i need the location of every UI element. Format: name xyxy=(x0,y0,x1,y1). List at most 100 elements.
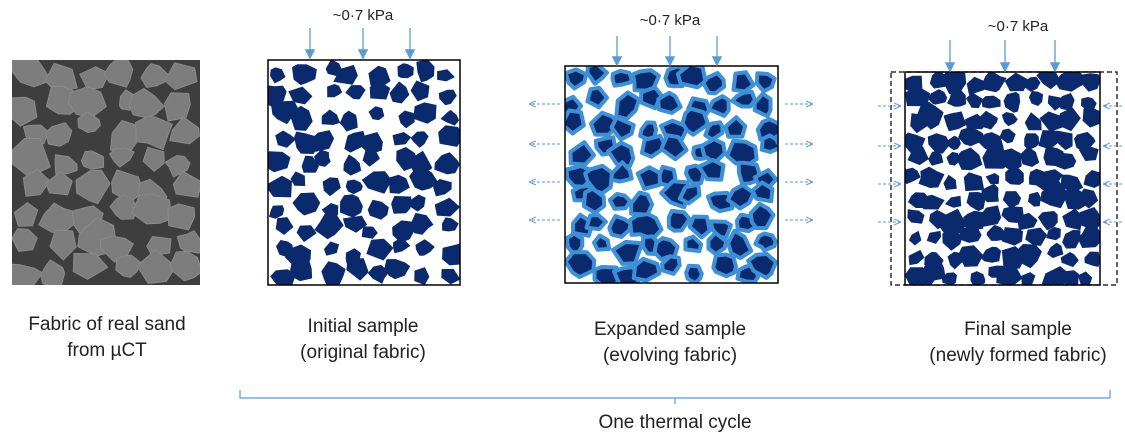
grain xyxy=(1005,167,1024,185)
grain xyxy=(142,146,165,172)
grain xyxy=(409,194,426,212)
grain xyxy=(945,195,962,208)
grain xyxy=(979,205,1002,228)
grain xyxy=(1057,130,1073,151)
grain xyxy=(80,150,105,170)
grain-field xyxy=(12,60,200,285)
grain xyxy=(268,175,292,198)
grain xyxy=(1047,95,1063,111)
grain xyxy=(565,250,597,279)
grain xyxy=(1084,251,1100,267)
grain xyxy=(1053,152,1077,170)
grain xyxy=(433,179,452,197)
grain xyxy=(630,68,661,93)
grain xyxy=(339,110,358,132)
grain xyxy=(131,193,172,225)
grain xyxy=(1021,272,1036,285)
grain xyxy=(940,72,967,95)
grain xyxy=(1024,112,1042,131)
grain xyxy=(327,84,343,98)
grain xyxy=(588,110,619,137)
grain xyxy=(12,96,38,127)
grain xyxy=(1056,93,1075,111)
grain xyxy=(1025,227,1048,246)
grain xyxy=(946,89,966,107)
grain xyxy=(275,217,294,235)
grain xyxy=(321,109,341,125)
grain xyxy=(1079,73,1100,92)
grain xyxy=(75,169,111,205)
grain xyxy=(585,85,609,110)
load-label: ~0·7 kPa xyxy=(333,7,394,24)
sample-border xyxy=(267,59,461,286)
grain xyxy=(392,132,412,146)
grain xyxy=(367,264,390,284)
grain xyxy=(908,230,922,246)
grain xyxy=(907,209,925,224)
grain xyxy=(397,63,414,79)
grain xyxy=(936,208,967,234)
grain xyxy=(1038,130,1062,150)
grain xyxy=(610,68,634,88)
grain xyxy=(1061,270,1079,285)
grain xyxy=(996,265,1023,285)
grain xyxy=(54,154,78,175)
grain xyxy=(1054,72,1084,92)
grain xyxy=(111,169,144,203)
grain xyxy=(963,210,985,230)
grain xyxy=(730,89,757,109)
grain xyxy=(687,214,712,240)
grain xyxy=(323,241,340,256)
grain xyxy=(908,249,925,266)
grain xyxy=(368,65,391,88)
grain xyxy=(416,60,435,83)
grain xyxy=(414,267,430,285)
grain xyxy=(946,151,960,166)
grain xyxy=(748,201,776,231)
grain xyxy=(438,125,460,147)
grain xyxy=(314,149,331,167)
grain xyxy=(115,254,141,278)
grain xyxy=(360,132,383,155)
grain-field xyxy=(268,60,460,285)
grain xyxy=(966,192,986,212)
grain xyxy=(723,115,748,139)
grain xyxy=(677,182,702,206)
grain xyxy=(1041,266,1069,285)
grain xyxy=(410,131,429,148)
grain xyxy=(1082,108,1100,128)
grain xyxy=(22,168,51,197)
grain xyxy=(410,150,433,174)
grain xyxy=(442,217,459,232)
grain xyxy=(607,214,633,239)
grain xyxy=(565,67,589,91)
grain xyxy=(12,60,51,88)
grain xyxy=(947,135,961,151)
grain xyxy=(344,130,366,153)
grain xyxy=(942,229,963,251)
grain xyxy=(1039,111,1066,132)
grain xyxy=(392,220,414,243)
grain xyxy=(1024,76,1041,92)
grain xyxy=(128,88,165,119)
grain xyxy=(592,233,612,252)
grain xyxy=(45,122,73,147)
grain xyxy=(441,268,460,285)
grain xyxy=(345,179,363,195)
grain xyxy=(294,131,320,154)
grain xyxy=(361,171,392,194)
grain xyxy=(701,70,727,96)
grain xyxy=(1028,191,1041,207)
grain xyxy=(697,157,726,182)
grain xyxy=(45,171,73,196)
grain xyxy=(410,212,434,235)
grain xyxy=(325,60,342,77)
grain-field xyxy=(905,72,1100,285)
caption: (original fabric) xyxy=(300,342,426,363)
bracket-label: One thermal cycle xyxy=(598,412,751,433)
grain xyxy=(922,194,945,210)
grain xyxy=(584,213,608,232)
grain xyxy=(361,226,378,239)
grain xyxy=(631,256,662,283)
